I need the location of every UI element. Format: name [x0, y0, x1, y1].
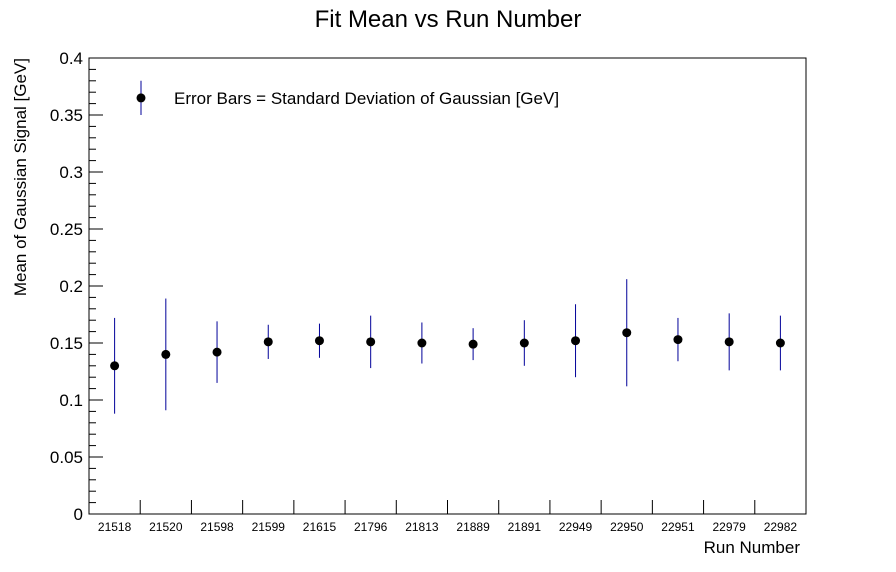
x-axis: 21518 21520 21598 21599 21615 21796 21813 21889… — [98, 500, 797, 534]
x-tick-label: 21599 — [252, 520, 286, 534]
y-tick-label: 0.2 — [59, 277, 83, 296]
data-point — [622, 328, 632, 338]
data-point — [212, 347, 222, 357]
plot-frame — [88, 57, 807, 515]
legend-marker — [136, 93, 146, 103]
data-point — [110, 361, 120, 371]
x-tick-label: 22949 — [559, 520, 593, 534]
x-tick-label: 22979 — [712, 520, 746, 534]
y-axis-label: Mean of Gaussian Signal [GeV] — [11, 58, 30, 296]
legend-text: Error Bars = Standard Deviation of Gauss… — [174, 89, 559, 108]
x-tick-label: 21889 — [456, 520, 490, 534]
y-tick-label: 0.3 — [59, 163, 83, 182]
y-tick-label: 0.35 — [50, 106, 83, 125]
data-point — [314, 336, 324, 346]
y-tick-label: 0.05 — [50, 448, 83, 467]
data-point — [263, 337, 273, 347]
x-axis-label: Run Number — [704, 538, 801, 557]
x-tick-label: 21520 — [149, 520, 183, 534]
data-point — [519, 338, 529, 348]
data-point — [468, 339, 478, 349]
y-tick-label: 0.15 — [50, 334, 83, 353]
x-tick-label: 21615 — [303, 520, 337, 534]
y-tick-label: 0.4 — [59, 49, 83, 68]
x-tick-label: 22982 — [764, 520, 798, 534]
x-tick-label: 22951 — [661, 520, 695, 534]
data-point — [775, 338, 785, 348]
legend: Error Bars = Standard Deviation of Gauss… — [136, 80, 559, 115]
x-tick-label: 21891 — [508, 520, 542, 534]
x-tick-label: 21813 — [405, 520, 439, 534]
x-tick-label: 21796 — [354, 520, 388, 534]
data-point — [571, 336, 581, 346]
y-tick-label: 0.1 — [59, 391, 83, 410]
data-point — [366, 337, 376, 347]
data-point — [724, 337, 734, 347]
x-tick-label: 21518 — [98, 520, 132, 534]
data-point — [417, 338, 427, 348]
y-axis: 0 0.05 0.1 0.15 0.2 0.25 0.3 0.35 0.4 — [50, 49, 103, 524]
data-point — [161, 349, 171, 359]
x-tick-label: 22950 — [610, 520, 644, 534]
x-tick-label: 21598 — [200, 520, 234, 534]
data-point — [673, 335, 683, 345]
chart-title: Fit Mean vs Run Number — [315, 6, 582, 33]
y-tick-label: 0 — [74, 505, 83, 524]
y-tick-label: 0.25 — [50, 220, 83, 239]
data-points — [110, 279, 785, 414]
